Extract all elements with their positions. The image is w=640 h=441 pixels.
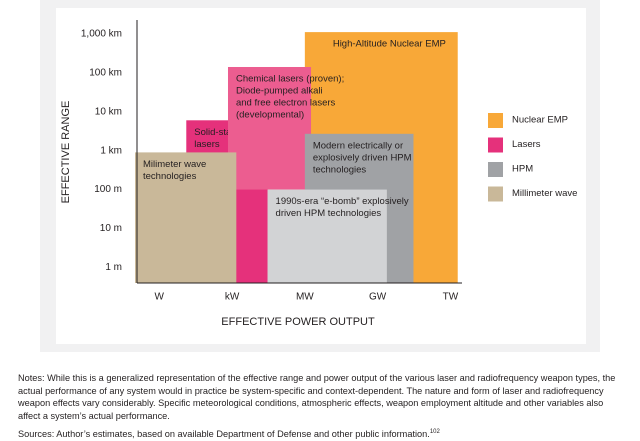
box-label: lasers [194, 139, 220, 150]
notes: Notes: While this is a generalized repre… [18, 372, 628, 422]
box-label: Diode-pumped alkali [236, 86, 323, 97]
sources-ref: 102 [430, 429, 440, 435]
y-tick-label: 1 km [100, 145, 122, 156]
y-tick-label: 100 km [89, 67, 122, 78]
y-tick-label: 100 m [94, 184, 122, 195]
box-label: 1990s-era “e-bomb” explosively [276, 196, 409, 207]
box-label: (developmental) [236, 110, 304, 121]
box-label: and free electron lasers [236, 98, 336, 109]
x-tick-label: kW [225, 292, 240, 303]
x-tick-label: GW [369, 292, 387, 303]
y-tick-label: 10 km [95, 106, 122, 117]
legend-label: Nuclear EMP [512, 115, 568, 126]
x-tick-label: MW [296, 292, 314, 303]
box-label: Modern electrically or [313, 140, 403, 151]
y-tick-label: 1,000 km [81, 28, 122, 39]
legend-label: Lasers [512, 139, 541, 150]
box-label: Milimeter wave [143, 159, 206, 170]
box-label: explosively driven HPM [313, 152, 412, 163]
box-label: Chemical lasers (proven); [236, 74, 344, 85]
x-axis-title: EFFECTIVE POWER OUTPUT [221, 316, 375, 328]
sources: Sources: Author’s estimates, based on av… [18, 426, 628, 441]
legend-swatch [488, 113, 503, 128]
box-label: technologies [143, 171, 197, 182]
legend-swatch [488, 187, 503, 202]
y-tick-label: 10 m [100, 223, 122, 234]
legend-swatch [488, 162, 503, 177]
box-label: technologies [313, 164, 367, 175]
legend-label: Millimeter wave [512, 188, 577, 199]
x-tick-label: W [155, 292, 165, 303]
box-label: driven HPM technologies [276, 208, 382, 219]
x-tick-label: TW [443, 292, 459, 303]
box-label: High-Altitude Nuclear EMP [333, 39, 446, 50]
sources-text: Sources: Author’s estimates, based on av… [18, 429, 430, 439]
y-tick-label: 1 m [105, 262, 122, 273]
legend-label: HPM [512, 164, 533, 175]
chart: EFFECTIVE RANGE EFFECTIVE POWER OUTPUT 1… [0, 0, 640, 360]
y-axis-title: EFFECTIVE RANGE [60, 101, 72, 204]
legend-swatch [488, 138, 503, 153]
